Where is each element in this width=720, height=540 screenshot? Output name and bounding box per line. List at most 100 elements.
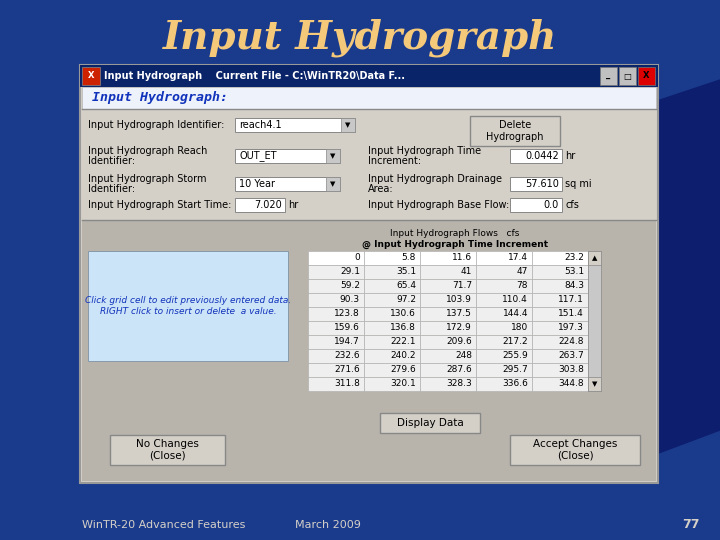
Bar — [510, 435, 640, 465]
Text: 328.3: 328.3 — [446, 380, 472, 388]
Text: 151.4: 151.4 — [558, 309, 584, 319]
Text: X: X — [643, 71, 649, 80]
Text: 7.020: 7.020 — [254, 200, 282, 210]
Bar — [476, 377, 532, 391]
Text: Input Hydrograph    Current File - C:\WinTR20\Data F...: Input Hydrograph Current File - C:\WinTR… — [104, 71, 405, 81]
Text: 130.6: 130.6 — [390, 309, 416, 319]
Text: Display Data: Display Data — [397, 418, 464, 428]
Bar — [476, 335, 532, 349]
Text: 279.6: 279.6 — [390, 366, 416, 375]
Text: No Changes
(Close): No Changes (Close) — [136, 439, 199, 461]
Bar — [82, 87, 656, 109]
Bar — [235, 198, 285, 212]
Bar — [420, 307, 476, 321]
Text: 103.9: 103.9 — [446, 295, 472, 305]
Bar — [510, 198, 562, 212]
Bar — [532, 363, 588, 377]
Bar — [420, 335, 476, 349]
Text: 303.8: 303.8 — [558, 366, 584, 375]
Text: 336.6: 336.6 — [502, 380, 528, 388]
Bar — [510, 177, 562, 191]
Bar — [420, 321, 476, 335]
Bar — [532, 321, 588, 335]
Text: hr: hr — [288, 200, 298, 210]
Text: 209.6: 209.6 — [446, 338, 472, 347]
Bar — [638, 67, 655, 85]
Text: _: _ — [606, 71, 610, 80]
Bar — [110, 435, 225, 465]
Text: 344.8: 344.8 — [559, 380, 584, 388]
Bar — [588, 251, 601, 391]
Text: Input Hydrograph Time: Input Hydrograph Time — [368, 146, 481, 156]
Bar — [341, 118, 355, 132]
Bar — [82, 220, 656, 481]
Text: Input Hydrograph Drainage: Input Hydrograph Drainage — [368, 174, 502, 184]
Text: 53.1: 53.1 — [564, 267, 584, 276]
Text: Input Hydrograph:: Input Hydrograph: — [92, 91, 228, 105]
Bar — [420, 363, 476, 377]
Bar — [80, 65, 658, 87]
Bar — [476, 279, 532, 293]
Bar — [476, 349, 532, 363]
Bar — [476, 293, 532, 307]
Text: X: X — [88, 71, 94, 80]
Text: 41: 41 — [461, 267, 472, 276]
Text: 248: 248 — [455, 352, 472, 361]
Bar — [308, 307, 364, 321]
Text: 180: 180 — [510, 323, 528, 333]
Text: 232.6: 232.6 — [334, 352, 360, 361]
Bar — [80, 65, 658, 483]
Text: 295.7: 295.7 — [503, 366, 528, 375]
Text: ▼: ▼ — [330, 153, 336, 159]
Bar — [235, 177, 340, 191]
Bar — [364, 335, 420, 349]
Text: 287.6: 287.6 — [446, 366, 472, 375]
Bar — [364, 363, 420, 377]
Text: Input Hydrograph Storm: Input Hydrograph Storm — [88, 174, 207, 184]
Text: OUT_ET: OUT_ET — [239, 151, 276, 161]
Bar — [82, 67, 100, 85]
Text: hr: hr — [565, 151, 575, 161]
Bar — [588, 251, 601, 265]
Text: 59.2: 59.2 — [340, 281, 360, 291]
Bar — [308, 377, 364, 391]
Text: Identifier:: Identifier: — [88, 156, 135, 166]
Text: 10 Year: 10 Year — [239, 179, 275, 189]
Bar — [364, 307, 420, 321]
Bar — [476, 251, 532, 265]
Text: 271.6: 271.6 — [334, 366, 360, 375]
Text: 23.2: 23.2 — [564, 253, 584, 262]
Text: Area:: Area: — [368, 184, 394, 194]
Bar — [476, 363, 532, 377]
Text: 197.3: 197.3 — [558, 323, 584, 333]
Text: 194.7: 194.7 — [334, 338, 360, 347]
Text: 77: 77 — [683, 518, 700, 531]
Bar — [619, 67, 636, 85]
Text: reach4.1: reach4.1 — [239, 120, 282, 130]
Text: 97.2: 97.2 — [396, 295, 416, 305]
Text: cfs: cfs — [565, 200, 579, 210]
Bar — [532, 293, 588, 307]
Bar — [308, 265, 364, 279]
Text: □: □ — [623, 71, 631, 80]
Text: WinTR-20 Advanced Features: WinTR-20 Advanced Features — [82, 520, 246, 530]
Text: Input Hydrograph: Input Hydrograph — [163, 19, 557, 57]
Text: Delete
Hydrograph: Delete Hydrograph — [486, 120, 544, 142]
Bar — [532, 265, 588, 279]
Text: Input Hydrograph Identifier:: Input Hydrograph Identifier: — [88, 120, 225, 130]
Bar — [364, 349, 420, 363]
Text: 136.8: 136.8 — [390, 323, 416, 333]
Text: 11.6: 11.6 — [452, 253, 472, 262]
Text: 137.5: 137.5 — [446, 309, 472, 319]
Text: @ Input Hydrograph Time Increment: @ Input Hydrograph Time Increment — [362, 239, 548, 248]
Bar — [532, 251, 588, 265]
Bar — [235, 118, 355, 132]
Text: 0: 0 — [354, 253, 360, 262]
Text: 78: 78 — [516, 281, 528, 291]
Bar — [364, 265, 420, 279]
Text: 240.2: 240.2 — [390, 352, 416, 361]
Bar — [364, 293, 420, 307]
Text: 71.7: 71.7 — [452, 281, 472, 291]
Bar — [326, 177, 340, 191]
Bar — [420, 265, 476, 279]
